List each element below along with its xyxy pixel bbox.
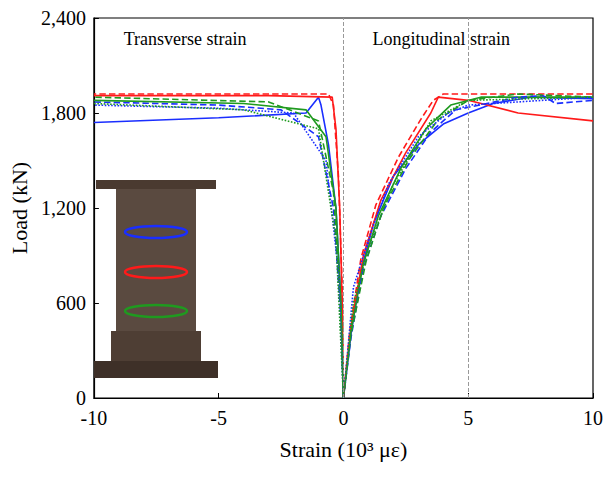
svg-text:600: 600 [56, 292, 86, 314]
svg-text:2,400: 2,400 [41, 7, 86, 29]
svg-text:0: 0 [76, 387, 86, 409]
svg-text:-5: -5 [210, 407, 227, 429]
svg-text:0: 0 [338, 407, 348, 429]
svg-text:1,200: 1,200 [41, 197, 86, 219]
svg-text:Longitudinal strain: Longitudinal strain [373, 29, 510, 49]
svg-text:Transverse strain: Transverse strain [124, 29, 247, 49]
svg-text:1,800: 1,800 [41, 102, 86, 124]
svg-text:5: 5 [463, 407, 473, 429]
svg-text:10: 10 [583, 407, 603, 429]
svg-text:Load (kN): Load (kN) [7, 162, 32, 254]
svg-text:-10: -10 [81, 407, 108, 429]
svg-text:Strain (10³ με): Strain (10³ με) [280, 437, 408, 462]
